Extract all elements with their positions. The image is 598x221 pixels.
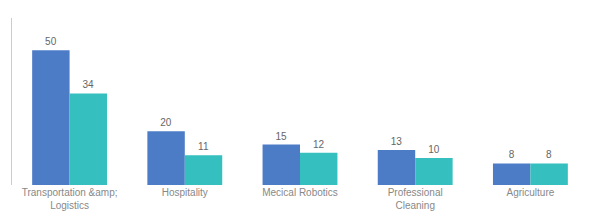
svg-text:ProfessionalCleaning: ProfessionalCleaning bbox=[388, 187, 443, 211]
svg-text:13: 13 bbox=[391, 136, 403, 147]
svg-text:Agriculture: Agriculture bbox=[506, 187, 554, 198]
svg-text:11: 11 bbox=[198, 141, 209, 152]
svg-text:12: 12 bbox=[313, 139, 325, 150]
svg-text:Transportation &amp;Logistics: Transportation &amp;Logistics bbox=[22, 187, 118, 211]
svg-text:50: 50 bbox=[45, 36, 57, 47]
svg-text:10: 10 bbox=[428, 144, 440, 155]
svg-text:34: 34 bbox=[83, 79, 95, 90]
svg-text:Mecical Robotics: Mecical Robotics bbox=[262, 187, 338, 198]
svg-text:20: 20 bbox=[160, 117, 172, 128]
svg-text:15: 15 bbox=[275, 131, 287, 142]
svg-text:Hospitality: Hospitality bbox=[162, 187, 208, 198]
svg-text:8: 8 bbox=[546, 149, 552, 160]
svg-text:8: 8 bbox=[509, 149, 515, 160]
